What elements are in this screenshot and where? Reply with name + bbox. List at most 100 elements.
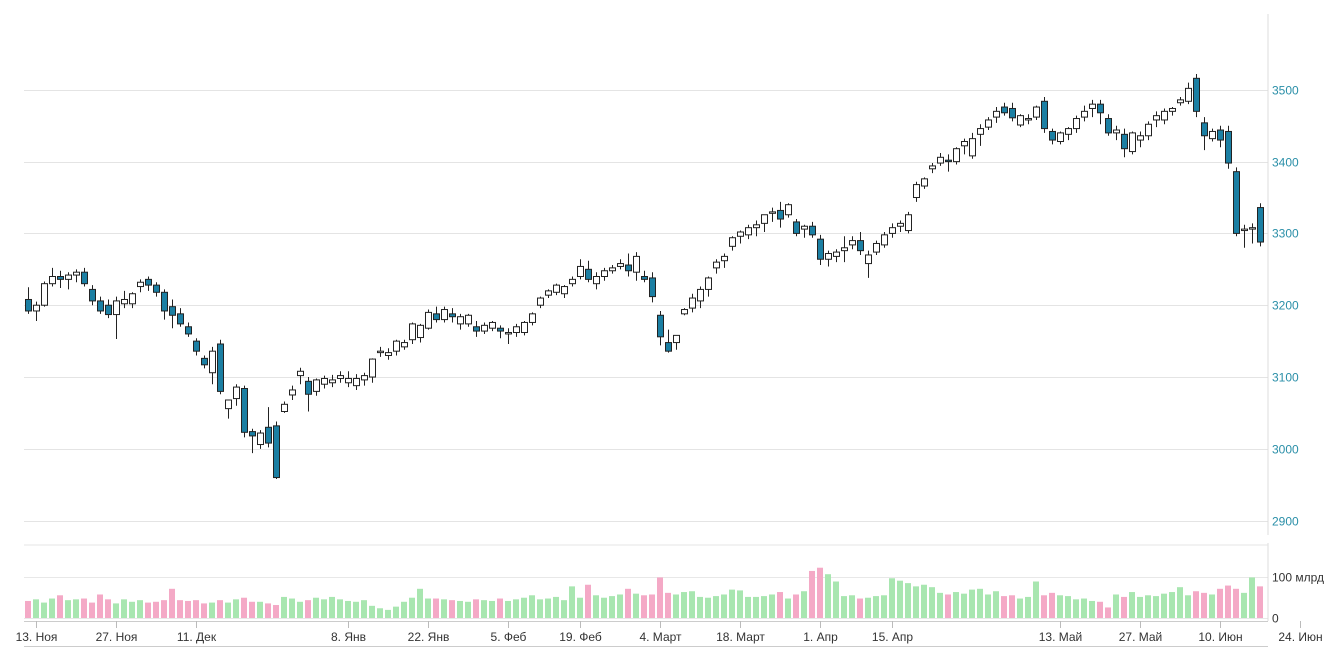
- candle: [769, 207, 776, 222]
- candle-body: [777, 209, 784, 220]
- volume-y-axis: 0 100 млрд: [1272, 571, 1324, 626]
- candle-body: [1161, 110, 1168, 121]
- candle: [609, 265, 616, 274]
- x-tick-label: 18. Март: [716, 630, 765, 644]
- volume-bar: [265, 603, 271, 618]
- candle-body: [961, 141, 968, 147]
- candle: [825, 250, 832, 267]
- candle-body: [825, 253, 832, 260]
- volume-bar: [945, 594, 951, 618]
- volume-bar: [609, 596, 615, 618]
- candle-body: [865, 254, 872, 265]
- volume-bar: [169, 588, 175, 618]
- candle: [1233, 167, 1240, 237]
- candle-body: [585, 268, 592, 280]
- candle-body: [337, 375, 344, 379]
- volume-bar: [953, 592, 959, 618]
- candle-body: [849, 240, 856, 246]
- volume-bar: [569, 586, 575, 618]
- candle: [537, 296, 544, 309]
- candle-body: [249, 431, 256, 437]
- candle-body: [1089, 103, 1096, 109]
- volume-bar: [353, 601, 359, 618]
- candle-body: [353, 377, 360, 387]
- candle: [985, 117, 992, 131]
- candle: [161, 289, 168, 320]
- candle: [937, 152, 944, 166]
- candle-body: [649, 277, 656, 298]
- volume-bar: [257, 601, 263, 618]
- candle: [209, 346, 216, 385]
- price-tick-label: 3400: [1272, 156, 1299, 170]
- candle: [217, 339, 224, 395]
- candle-body: [329, 379, 336, 384]
- volume-bar: [593, 595, 599, 618]
- candle: [737, 230, 744, 244]
- candle: [921, 177, 928, 189]
- candle-body: [1065, 128, 1072, 135]
- candle: [1129, 131, 1136, 155]
- candle: [1065, 127, 1072, 141]
- volume-bar: [977, 588, 983, 618]
- volume-bar: [681, 592, 687, 618]
- volume-bar: [649, 594, 655, 618]
- candle: [433, 306, 440, 323]
- candle-body: [457, 316, 464, 325]
- candle-body: [1057, 132, 1064, 143]
- candle: [273, 421, 280, 479]
- candle-body: [713, 261, 720, 269]
- volume-bar: [1225, 585, 1231, 618]
- volume-bar: [481, 600, 487, 618]
- candle: [305, 377, 312, 412]
- candle-body: [737, 231, 744, 237]
- candle-body: [977, 128, 984, 135]
- candle: [1249, 223, 1256, 244]
- candle: [49, 267, 56, 287]
- candle: [689, 293, 696, 313]
- candle-body: [601, 270, 608, 277]
- x-tick-label: 10. Июн: [1198, 630, 1242, 644]
- candle-body: [401, 342, 408, 348]
- candle-body: [169, 306, 176, 316]
- candle: [1193, 74, 1200, 118]
- candle-body: [953, 148, 960, 163]
- volume-bar: [129, 601, 135, 618]
- volume-bar: [105, 599, 111, 618]
- candle-body: [913, 184, 920, 199]
- candle-body: [33, 304, 40, 312]
- candle-body: [809, 225, 816, 236]
- candle-body: [721, 255, 728, 262]
- candle-body: [1217, 129, 1224, 141]
- candle: [585, 260, 592, 283]
- candle-body: [129, 293, 136, 305]
- candle-body: [137, 281, 144, 288]
- candle: [1001, 102, 1008, 116]
- volume-bar: [833, 581, 839, 618]
- candle: [593, 272, 600, 290]
- volume-grid: [24, 577, 1268, 619]
- volume-bar: [65, 600, 71, 618]
- candle-body: [121, 298, 128, 305]
- x-tick-label: 27. Май: [1119, 630, 1163, 644]
- volume-bar: [1257, 586, 1263, 618]
- volume-bar: [577, 597, 583, 618]
- volume-bar: [1089, 600, 1095, 618]
- volume-bar: [505, 600, 511, 618]
- price-tick-label: 2900: [1272, 515, 1299, 529]
- candle-body: [321, 377, 328, 385]
- candle-body: [1097, 103, 1104, 114]
- volume-bar: [273, 605, 279, 618]
- volume-bar: [817, 567, 823, 618]
- volume-bar: [25, 600, 31, 618]
- candle: [177, 308, 184, 327]
- candle-body: [1177, 99, 1184, 104]
- candle-body: [681, 309, 688, 315]
- volume-bar: [961, 593, 967, 618]
- candle: [1217, 125, 1224, 148]
- candle: [705, 276, 712, 297]
- volume-bar: [33, 599, 39, 618]
- candle-body: [393, 340, 400, 352]
- price-grid: [24, 90, 1268, 522]
- candle-body: [417, 324, 424, 339]
- candle: [673, 334, 680, 350]
